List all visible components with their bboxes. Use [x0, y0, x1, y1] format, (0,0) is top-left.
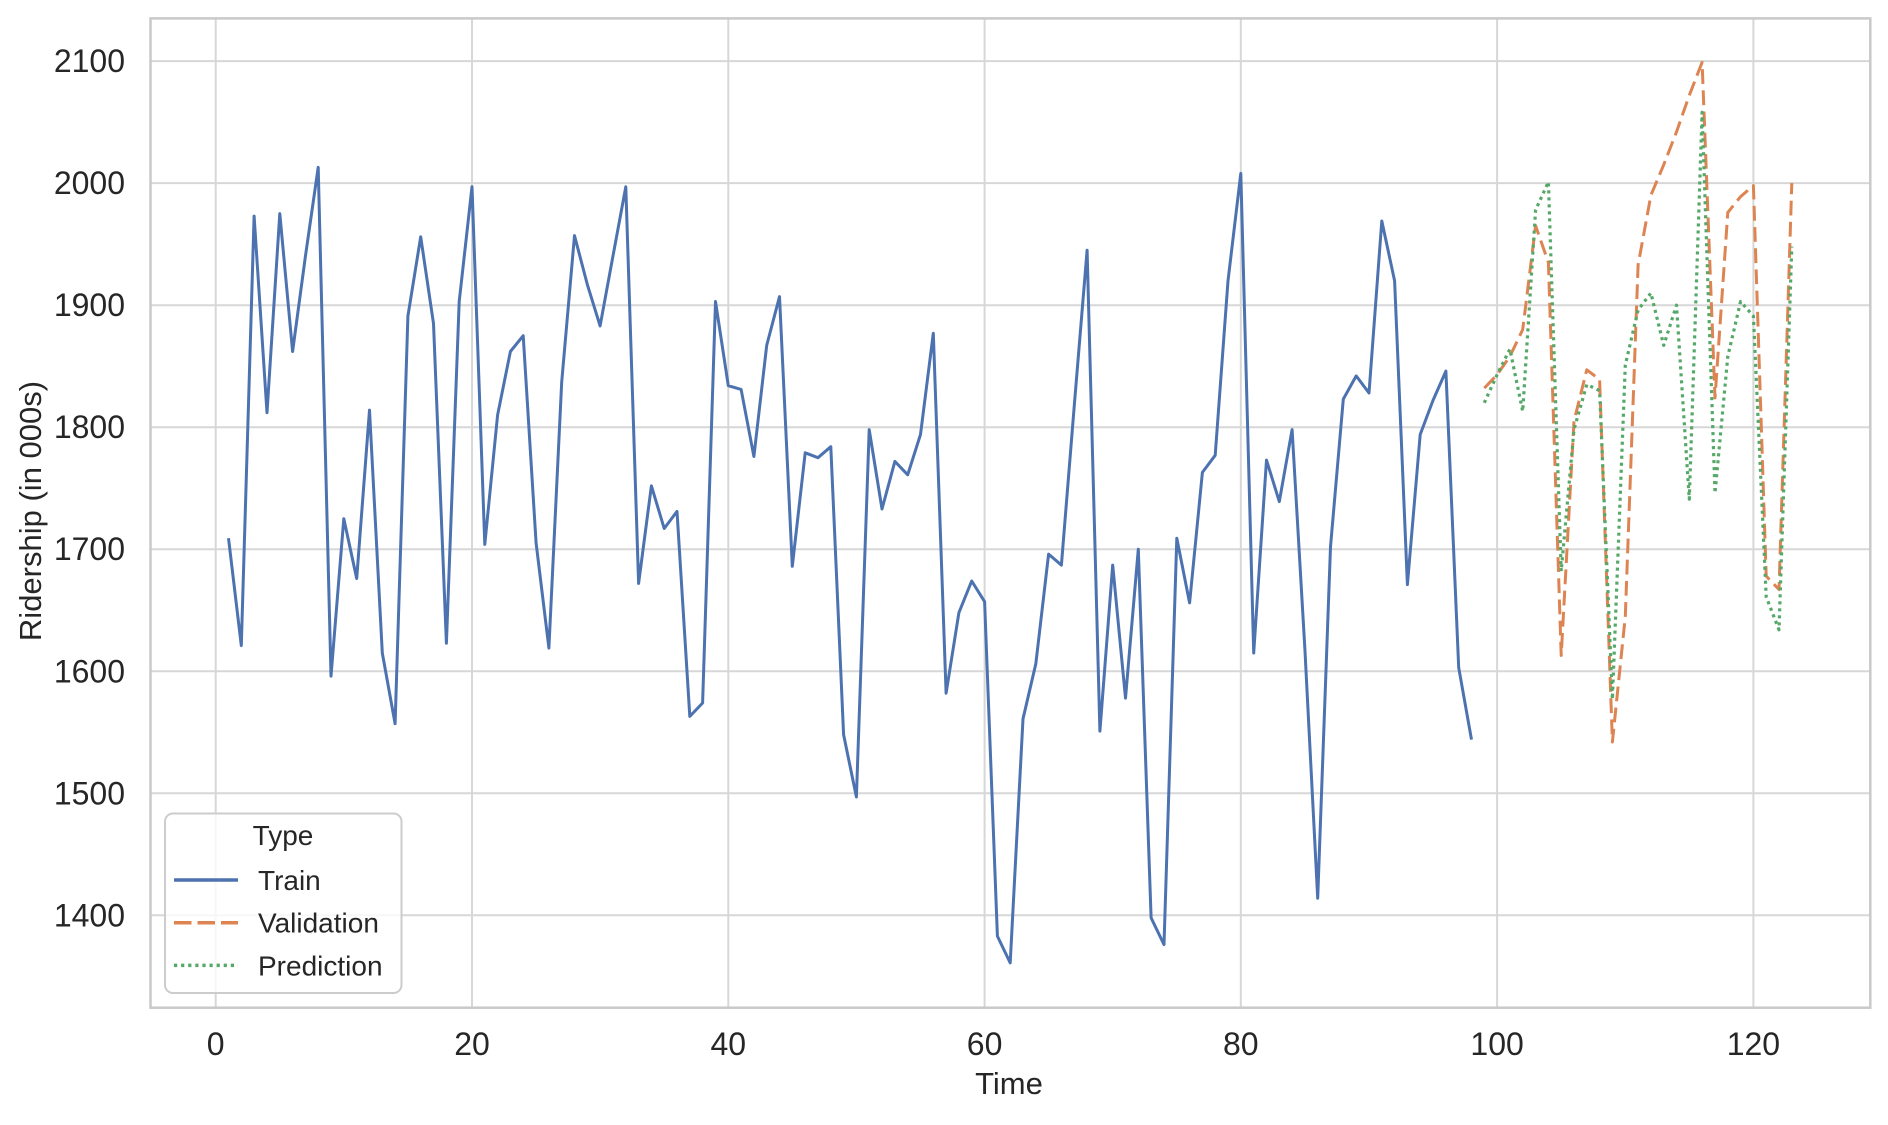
- svg-text:40: 40: [711, 1026, 747, 1062]
- svg-text:120: 120: [1727, 1026, 1780, 1062]
- svg-text:0: 0: [207, 1026, 225, 1062]
- svg-text:Ridership (in 000s): Ridership (in 000s): [13, 381, 48, 641]
- svg-text:Time: Time: [975, 1066, 1043, 1101]
- svg-text:1800: 1800: [54, 409, 125, 445]
- svg-text:1600: 1600: [54, 653, 125, 689]
- svg-text:1400: 1400: [54, 897, 125, 933]
- svg-text:Validation: Validation: [258, 908, 379, 939]
- svg-text:100: 100: [1470, 1026, 1523, 1062]
- svg-text:Train: Train: [258, 865, 321, 896]
- svg-text:Prediction: Prediction: [258, 950, 383, 981]
- svg-text:20: 20: [454, 1026, 490, 1062]
- svg-text:1500: 1500: [54, 775, 125, 811]
- svg-text:80: 80: [1223, 1026, 1259, 1062]
- svg-text:2100: 2100: [54, 43, 125, 79]
- svg-text:60: 60: [967, 1026, 1003, 1062]
- svg-text:1900: 1900: [54, 287, 125, 323]
- svg-text:1700: 1700: [54, 531, 125, 567]
- svg-text:Type: Type: [253, 820, 314, 851]
- svg-text:2000: 2000: [54, 165, 125, 201]
